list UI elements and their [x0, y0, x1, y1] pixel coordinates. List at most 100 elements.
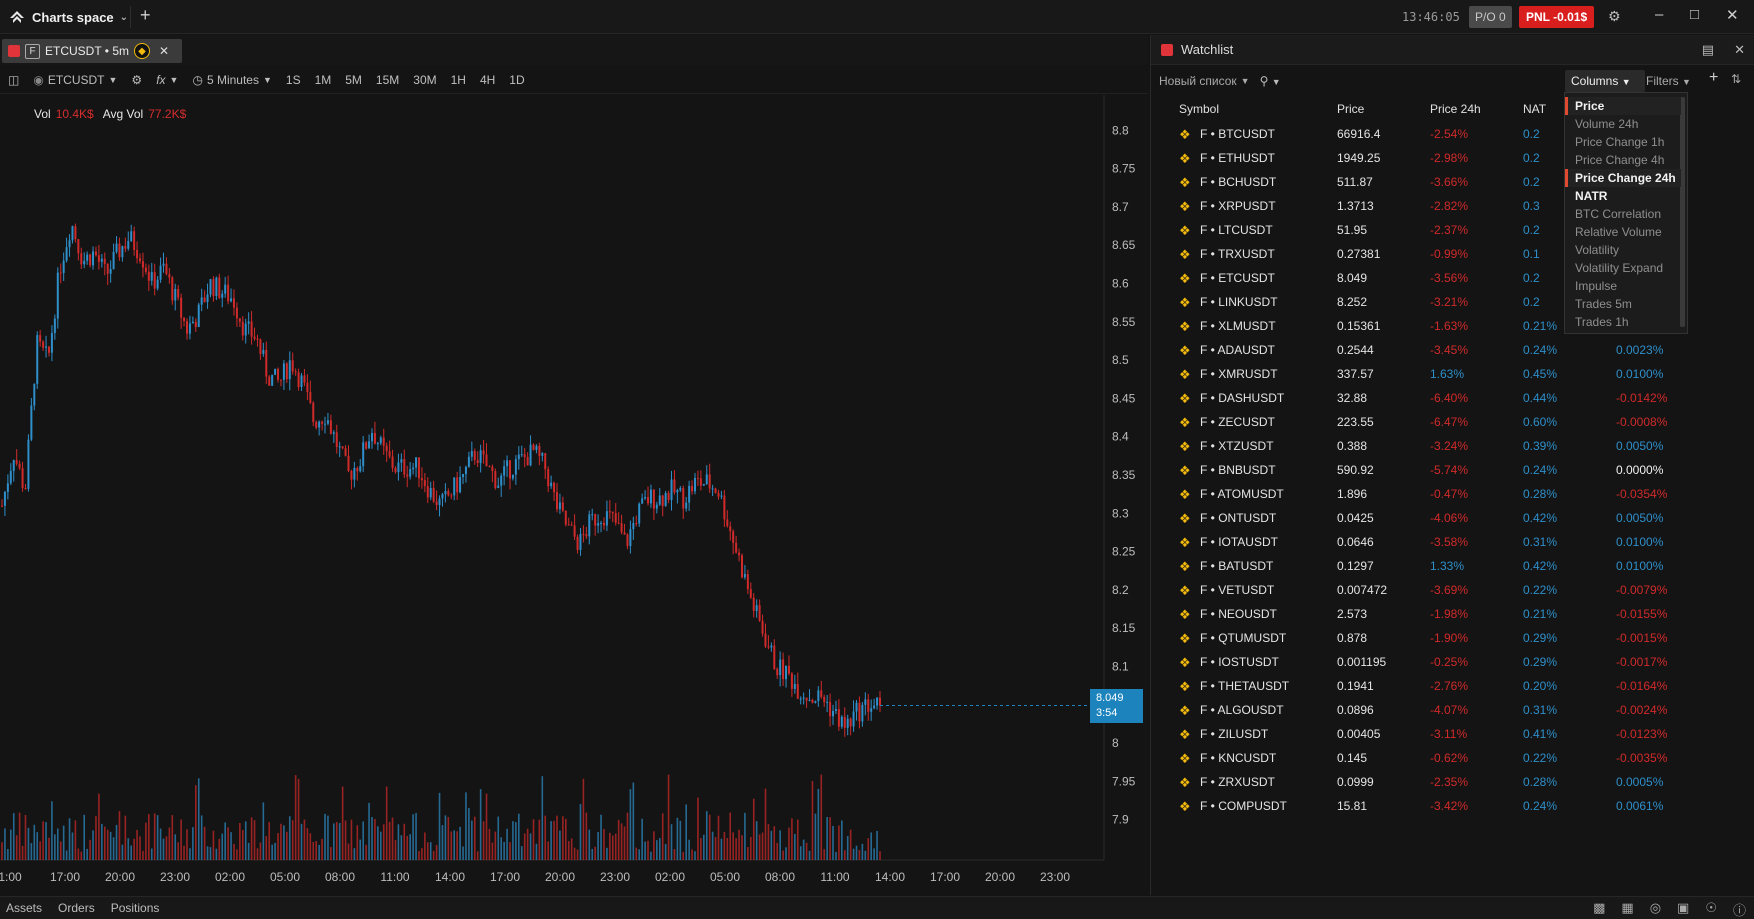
table-row[interactable]: ❖ F • IOTAUSDT 0.0646 -3.58% 0.31% 0.0100%	[1151, 529, 1754, 556]
timeframe-1d[interactable]: 1D	[509, 72, 525, 87]
cell-extra: 0.0100%	[1616, 535, 1664, 549]
table-row[interactable]: ❖ F • COMPUSDT 15.81 -3.42% 0.24% 0.0061%	[1151, 793, 1754, 820]
close-icon[interactable]: ✕	[1734, 42, 1745, 57]
link-color-icon[interactable]	[8, 45, 20, 57]
add-workspace-button[interactable]: +	[140, 5, 151, 25]
minimize-icon[interactable]: –	[1655, 6, 1664, 23]
volume-bar	[241, 830, 244, 860]
close-tab-icon[interactable]: ✕	[159, 44, 170, 58]
column-option[interactable]: Trades 5m	[1575, 297, 1632, 311]
pin-icon[interactable]: ▤	[1701, 42, 1715, 57]
column-option[interactable]: Price	[1565, 97, 1681, 115]
po-badge[interactable]: P/O 0	[1469, 6, 1512, 28]
volume-bar	[623, 826, 626, 860]
col-symbol[interactable]: Symbol	[1179, 102, 1220, 116]
table-row[interactable]: ❖ F • ZRXUSDT 0.0999 -2.35% 0.28% 0.0005%	[1151, 769, 1754, 796]
sidebar-toggle-icon[interactable]: ◫	[8, 72, 20, 87]
gear-icon[interactable]: ⚙	[1608, 8, 1621, 24]
volume-bar	[51, 801, 53, 860]
close-icon[interactable]: ✕	[1726, 7, 1739, 24]
table-row[interactable]: ❖ F • ONTUSDT 0.0425 -4.06% 0.42% 0.0050%	[1151, 505, 1754, 532]
col-price-24h[interactable]: Price 24h	[1430, 102, 1481, 116]
column-option[interactable]: Price Change 4h	[1575, 153, 1665, 167]
table-row[interactable]: ❖ F • ZILUSDT 0.00405 -3.11% 0.41% -0.0123%	[1151, 721, 1754, 748]
table-row[interactable]: ❖ F • KNCUSDT 0.145 -0.62% 0.22% -0.0035%	[1151, 745, 1754, 772]
timeframe-1m[interactable]: 1M	[314, 72, 332, 87]
volume-bar	[832, 825, 834, 860]
column-option[interactable]: Volume 24h	[1575, 117, 1639, 131]
maximize-icon[interactable]: □	[1690, 6, 1700, 23]
wallet-icon[interactable]: ▣	[1677, 900, 1690, 915]
symbol-selector[interactable]: ◉ ETCUSDT ▼	[33, 73, 117, 87]
timeframe-15m[interactable]: 15M	[375, 72, 400, 87]
tab-orders[interactable]: Orders	[58, 901, 95, 915]
column-option[interactable]: Price Change 1h	[1575, 135, 1665, 149]
search-icon[interactable]: ⚲ ▼	[1259, 74, 1281, 88]
volume-bar	[303, 819, 306, 860]
table-row[interactable]: ❖ F • IOSTUSDT 0.001195 -0.25% 0.29% -0.0017%	[1151, 649, 1754, 676]
table-row[interactable]: ❖ F • XMRUSDT 337.57 1.63% 0.45% 0.0100%	[1151, 361, 1754, 388]
columns-button[interactable]: Columns ▼	[1565, 70, 1645, 92]
timeframe-4h[interactable]: 4H	[479, 72, 496, 87]
filters-button[interactable]: Filters ▼	[1646, 70, 1691, 93]
chart-icon[interactable]: ▩	[1593, 900, 1606, 915]
table-row[interactable]: ❖ F • ATOMUSDT 1.896 -0.47% 0.28% -0.0354%	[1151, 481, 1754, 508]
table-row[interactable]: ❖ F • VETUSDT 0.007472 -3.69% 0.22% -0.0079%	[1151, 577, 1754, 604]
timeframe-30m[interactable]: 30M	[413, 72, 437, 87]
tab-assets[interactable]: Assets	[6, 901, 43, 915]
candlestick-chart[interactable]: 8.8 8.75 8.7 8.65 8.6 8.55 8.5 8.45 8.4 8.35 8.3 8.…	[0, 95, 1148, 895]
cell-natr: 0.2	[1523, 127, 1540, 141]
candle-body	[362, 442, 365, 467]
column-option[interactable]: BTC Correlation	[1575, 207, 1662, 221]
chart-settings-icon[interactable]: ⚙	[131, 72, 143, 87]
table-row[interactable]: ❖ F • ADAUSDT 0.2544 -3.45% 0.24% 0.0023%	[1151, 337, 1754, 364]
table-row[interactable]: ❖ F • ALGOUSDT 0.0896 -4.07% 0.31% -0.0024%	[1151, 697, 1754, 724]
col-price[interactable]: Price	[1337, 102, 1365, 116]
timeframe-5m[interactable]: 5M	[345, 72, 362, 87]
timeframe-1s[interactable]: 1S	[285, 72, 301, 87]
scrollbar[interactable]	[1680, 97, 1685, 327]
list-selector[interactable]: Новый список ▼	[1159, 74, 1250, 88]
volume-bar	[791, 818, 793, 860]
column-option[interactable]: Impulse	[1575, 279, 1618, 293]
table-row[interactable]: ❖ F • BATUSDT 0.1297 1.33% 0.42% 0.0100%	[1151, 553, 1754, 580]
chart-tab[interactable]: F ETCUSDT • 5m ◆ ✕	[2, 39, 182, 63]
price-chart[interactable]: 8.8 8.75 8.7 8.65 8.6 8.55 8.5 8.45 8.4 8.35 8.3 8.…	[0, 95, 1148, 895]
column-option[interactable]: Volatility Expand	[1575, 261, 1664, 275]
add-symbol-button[interactable]: +	[1709, 69, 1719, 86]
bottom-bar: Assets Orders Positions ▩ ▦ ◎ ▣ ☉ ⓘ	[0, 896, 1754, 919]
column-option[interactable]: NATR	[1575, 189, 1608, 203]
layout-icon[interactable]: ▦	[1621, 900, 1634, 915]
eye-icon[interactable]: ☉	[1705, 900, 1717, 915]
tab-positions[interactable]: Positions	[110, 901, 160, 915]
link-color-icon[interactable]	[1161, 43, 1173, 56]
table-row[interactable]: ❖ F • QTUMUSDT 0.878 -1.90% 0.29% -0.0015%	[1151, 625, 1754, 652]
info-icon[interactable]: ⓘ	[1732, 903, 1746, 918]
timeframe-1h[interactable]: 1H	[450, 72, 466, 87]
table-row[interactable]: ❖ F • ZECUSDT 223.55 -6.47% 0.60% -0.0008%	[1151, 409, 1754, 436]
interval-selector[interactable]: ◷ 5 Minutes ▼	[192, 73, 271, 87]
column-option[interactable]: Price Change 24h	[1565, 169, 1681, 187]
column-option[interactable]: Volatility	[1575, 243, 1620, 257]
table-row[interactable]: ❖ F • THETAUSDT 0.1941 -2.76% 0.20% -0.0164%	[1151, 673, 1754, 700]
pnl-badge[interactable]: PNL -0.01$	[1519, 6, 1595, 28]
table-row[interactable]: ❖ F • DASHUSDT 32.88 -6.40% 0.44% -0.0142%	[1151, 385, 1754, 412]
workspace-switcher[interactable]: Charts space ⌄	[8, 8, 128, 26]
column-option[interactable]: Relative Volume	[1575, 225, 1662, 239]
volume-bar	[450, 831, 453, 860]
col-natr[interactable]: NAT	[1523, 102, 1547, 116]
sort-icon[interactable]: ⇅	[1731, 72, 1742, 86]
target-icon[interactable]: ◎	[1649, 900, 1662, 915]
volume-bar	[288, 816, 291, 860]
candle-body	[353, 467, 356, 480]
cell-natr: 0.2	[1523, 223, 1540, 237]
table-row[interactable]: ❖ F • BNBUSDT 590.92 -5.74% 0.24% 0.0000%	[1151, 457, 1754, 484]
table-row[interactable]: ❖ F • NEOUSDT 2.573 -1.98% 0.21% -0.0155%	[1151, 601, 1754, 628]
indicators-button[interactable]: fx ▼	[156, 73, 178, 87]
table-row[interactable]: ❖ F • XTZUSDT 0.388 -3.24% 0.39% 0.0050%	[1151, 433, 1754, 460]
column-option[interactable]: Trades 1h	[1575, 315, 1629, 329]
